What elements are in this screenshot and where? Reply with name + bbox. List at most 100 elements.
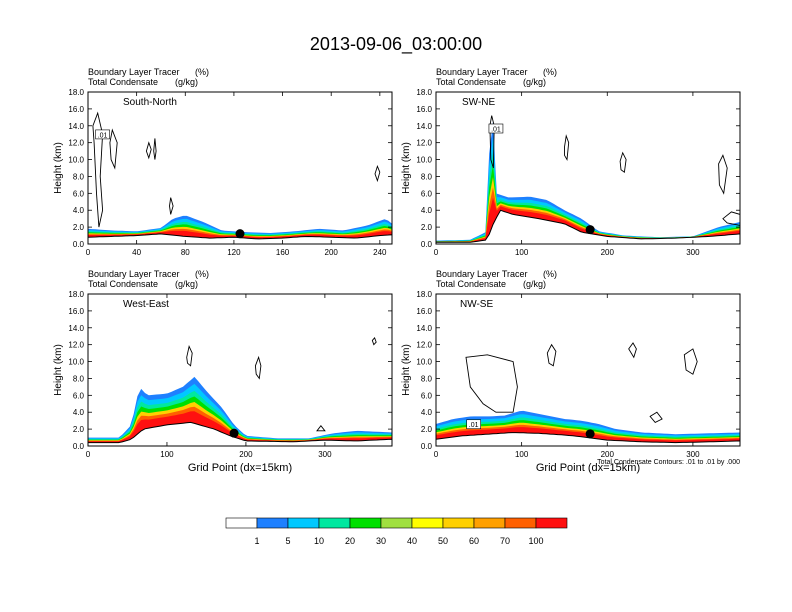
figure-title: 2013-09-06_03:00:00 [310,34,482,55]
y-tick-label: 14.0 [68,122,84,131]
panels: Boundary Layer Tracer (%) Total Condensate… [53,67,741,474]
y-tick-label: 16.0 [416,105,432,114]
x-tick-label: 300 [318,450,332,459]
condensate-contour [169,197,174,215]
colorbar-label: 30 [376,536,386,546]
y-tick-label: 6.0 [421,189,433,198]
location-marker [229,428,239,438]
header-condensate-label: Total Condensate [88,279,158,289]
condensate-contour [628,342,637,359]
panel-west-east: Boundary Layer Tracer (%) Total Condensate… [53,269,393,474]
header-tracer-unit: (%) [543,67,557,77]
plot-frame [87,293,393,447]
y-tick-label: 4.0 [421,408,433,417]
y-tick-label: 12.0 [416,139,432,148]
plot-frame [87,91,393,245]
condensate-contour [92,111,104,228]
y-tick-label: 14.0 [416,122,432,131]
header-tracer-unit: (%) [543,269,557,279]
y-tick-label: 18.0 [416,88,432,97]
colorbar-swatch [287,517,320,529]
y-axis-label: Height (km) [53,142,64,194]
condensate-contour [683,348,698,375]
x-tick-label: 200 [239,450,253,459]
y-tick-label: 18.0 [68,290,84,299]
colorbar-swatch [349,517,382,529]
condensate-contour [649,411,663,423]
y-tick-label: 12.0 [68,341,84,350]
colorbar-label: 1 [254,536,259,546]
y-tick-label: 4.0 [73,206,85,215]
terrain [436,432,740,446]
y-tick-label: 2.0 [73,425,85,434]
contour-label-box [488,123,504,134]
y-tick-label: 0.0 [73,240,85,249]
contour-label: .01 [491,127,501,134]
contour-label-box [95,129,110,140]
y-tick-label: 0.0 [73,442,85,451]
y-tick-label: 0.0 [421,240,433,249]
y-tick-label: 2.0 [421,425,433,434]
colorbar-swatch [504,517,537,529]
colorbar-label: 100 [528,536,543,546]
tracer-band-4 [88,402,392,443]
location-marker [235,229,245,239]
panel-sw-ne: Boundary Layer Tracer (%) Total Condensate… [401,67,741,257]
x-tick-label: 0 [434,450,439,459]
header-condensate-unit: (g/kg) [175,279,198,289]
contour-label: .01 [469,422,479,429]
plot-frame [435,293,741,447]
panel-label: NW-SE [460,299,493,310]
plot-area: .01 [436,115,740,244]
header-condensate-label: Total Condensate [88,77,158,87]
y-axis-label: Height (km) [53,344,64,396]
tracer-band-6 [88,411,392,443]
tracer-band-2 [88,390,392,443]
panel-label: South-North [123,97,177,108]
x-tick-label: 300 [686,248,700,257]
y-tick-label: 4.0 [421,206,433,215]
condensate-contour [718,154,728,195]
condensate-contour [254,355,262,380]
colorbar-swatch [225,517,258,529]
condensate-contour [619,151,627,174]
colorbar-swatch [256,517,289,529]
contour-label: .01 [98,132,108,139]
condensate-contour [186,344,193,367]
y-tick-label: 18.0 [416,290,432,299]
y-tick-label: 8.0 [421,374,433,383]
colorbar-swatch [442,517,475,529]
header-condensate-unit: (g/kg) [175,77,198,87]
tracer-band-1 [436,137,740,243]
header-tracer-label: Boundary Layer Tracer [88,67,180,77]
colorbar-label: 5 [285,536,290,546]
panel-label: West-East [123,299,169,310]
header-tracer-unit: (%) [195,67,209,77]
location-marker [585,429,595,439]
y-axis-label: Height (km) [401,142,412,194]
x-tick-label: 40 [132,248,141,257]
plot-frame [435,91,741,245]
header-condensate-label: Total Condensate [436,77,506,87]
y-tick-label: 14.0 [68,324,84,333]
x-tick-label: 300 [686,450,700,459]
condensate-contour [374,164,381,183]
x-tick-label: 200 [601,450,615,459]
y-tick-label: 8.0 [73,172,85,181]
y-tick-label: 6.0 [73,189,85,198]
contour-label-box [466,419,481,430]
y-tick-label: 6.0 [421,391,433,400]
x-axis-label: Grid Point (dx=15km) [536,462,640,474]
condensate-contour [316,424,326,432]
x-tick-label: 0 [86,248,91,257]
condensate-contour [489,115,495,169]
x-tick-label: 240 [373,248,387,257]
contour-note: Total Condensate Contours: .01 to .01 by… [597,459,740,466]
colorbar-swatch [535,517,568,529]
terrain [88,233,392,244]
panel-nw-se: Boundary Layer Tracer (%) Total Condensate… [401,269,741,474]
y-tick-label: 12.0 [416,341,432,350]
y-tick-label: 14.0 [416,324,432,333]
y-tick-label: 10.0 [68,358,84,367]
